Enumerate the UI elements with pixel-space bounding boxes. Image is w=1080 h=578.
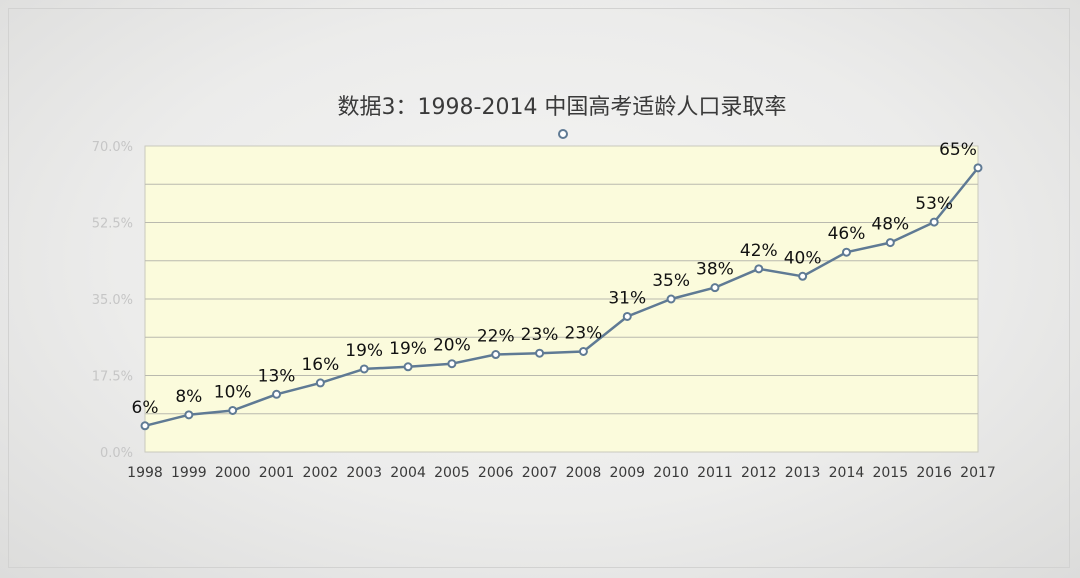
data-point bbox=[666, 294, 676, 304]
data-label: 8% bbox=[175, 387, 202, 407]
data-label: 31% bbox=[608, 288, 646, 308]
x-tick-label: 2016 bbox=[916, 465, 952, 481]
x-tick-label: 2003 bbox=[346, 465, 382, 481]
x-tick-label: 2015 bbox=[872, 465, 908, 481]
data-label: 65% bbox=[939, 140, 977, 160]
gridlines bbox=[145, 183, 978, 415]
data-label: 10% bbox=[214, 382, 252, 402]
data-point bbox=[710, 283, 720, 293]
data-point bbox=[578, 346, 588, 356]
data-labels: 6%8% 10%13%16%19% 19% 20% 22% 23% 23%31%35%38%… bbox=[132, 140, 977, 418]
data-point bbox=[403, 362, 413, 372]
x-tick-label: 2001 bbox=[259, 465, 295, 481]
data-label: 48% bbox=[871, 215, 909, 235]
data-point bbox=[798, 271, 808, 281]
data-point bbox=[535, 348, 545, 358]
data-label: 40% bbox=[784, 248, 822, 268]
data-label: 19% bbox=[345, 341, 383, 361]
y-tick-label: 70.0% bbox=[92, 140, 133, 155]
y-tick-label: 17.5% bbox=[92, 370, 133, 385]
data-points bbox=[140, 163, 983, 431]
data-label: 53% bbox=[915, 194, 953, 214]
x-tick-label: 2009 bbox=[609, 465, 645, 481]
data-label: 42% bbox=[740, 241, 778, 261]
x-tick-label: 2006 bbox=[478, 465, 514, 481]
data-point bbox=[447, 359, 457, 369]
data-label: 22% bbox=[477, 327, 515, 347]
x-tick-label: 1998 bbox=[127, 465, 163, 481]
data-point bbox=[622, 311, 632, 321]
data-label: 13% bbox=[258, 366, 296, 386]
x-tick-label: 2004 bbox=[390, 465, 426, 481]
data-label: 23% bbox=[565, 323, 603, 343]
x-tick-label: 2010 bbox=[653, 465, 689, 481]
data-point bbox=[841, 247, 851, 257]
x-tick-label: 2014 bbox=[829, 465, 865, 481]
y-tick-label: 52.5% bbox=[92, 217, 133, 232]
series-line bbox=[144, 167, 979, 428]
x-axis-ticks: 1998 1999 2000 2001 2002 2003 2004 2005 2006 2007… bbox=[127, 465, 996, 481]
data-label: 38% bbox=[696, 260, 734, 280]
data-label: 23% bbox=[521, 325, 559, 345]
data-point bbox=[491, 350, 501, 360]
legend bbox=[558, 129, 568, 139]
slide-frame bbox=[8, 8, 1070, 568]
data-point bbox=[885, 238, 895, 248]
data-point bbox=[184, 410, 194, 420]
data-point bbox=[929, 217, 939, 227]
x-tick-label: 2008 bbox=[566, 465, 602, 481]
data-label: 35% bbox=[652, 271, 690, 291]
data-label: 46% bbox=[828, 224, 866, 244]
data-label: 6% bbox=[132, 398, 159, 418]
y-tick-label: 0.0% bbox=[100, 446, 133, 461]
x-tick-label: 2002 bbox=[303, 465, 339, 481]
data-label: 20% bbox=[433, 336, 471, 356]
x-tick-label: 2007 bbox=[522, 465, 558, 481]
x-tick-label: 2005 bbox=[434, 465, 470, 481]
data-point bbox=[140, 421, 150, 431]
legend-marker bbox=[558, 129, 568, 139]
data-label: 19% bbox=[389, 339, 427, 359]
x-tick-label: 2017 bbox=[960, 465, 996, 481]
x-tick-label: 2013 bbox=[785, 465, 821, 481]
x-tick-label: 1999 bbox=[171, 465, 207, 481]
y-tick-label: 35.0% bbox=[92, 293, 133, 308]
data-label: 16% bbox=[301, 355, 339, 375]
y-axis-ticks: 0.0% 17.5% 35.0% 52.5% 70.0% bbox=[92, 140, 133, 461]
x-tick-label: 2012 bbox=[741, 465, 777, 481]
x-tick-label: 2000 bbox=[215, 465, 251, 481]
data-point bbox=[228, 405, 238, 415]
data-point bbox=[973, 163, 983, 173]
x-tick-label: 2011 bbox=[697, 465, 733, 481]
data-point bbox=[359, 364, 369, 374]
data-point bbox=[754, 264, 764, 274]
data-point bbox=[272, 389, 282, 399]
data-point bbox=[315, 378, 325, 388]
chart-title: 数据3：1998-2014 中国高考适龄人口录取率 bbox=[338, 95, 787, 120]
